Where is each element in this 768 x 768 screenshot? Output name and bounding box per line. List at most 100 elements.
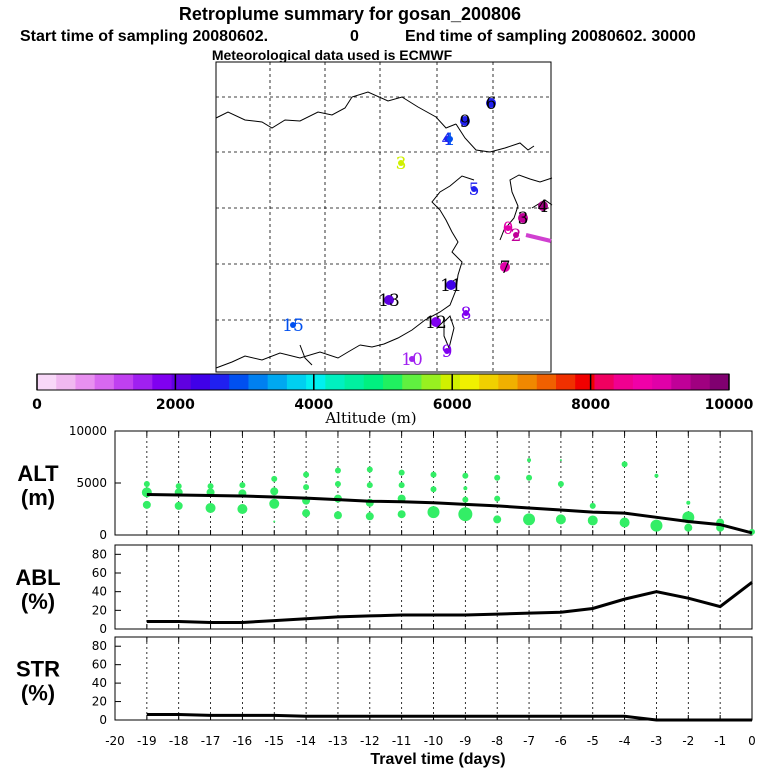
series-line (146, 581, 753, 624)
scatter-point (365, 512, 374, 521)
colorbar-swatch (56, 374, 76, 390)
scatter-point (494, 495, 501, 502)
colorbar-swatch (75, 374, 96, 390)
x-tick-label: -15 (264, 734, 284, 748)
scatter-point (526, 474, 533, 481)
scatter-point (523, 513, 536, 526)
trajectory-point (513, 232, 519, 238)
trajectory-point (518, 213, 528, 223)
trajectory-point (409, 356, 415, 362)
scatter-point (527, 458, 532, 463)
trajectory-point (447, 136, 453, 142)
colorbar-swatch (440, 374, 461, 390)
panel-abl: 0 20 40 60 80 ABL(%) (15, 544, 753, 636)
x-tick-label: -13 (328, 734, 348, 748)
x-tick-label: -4 (619, 734, 631, 748)
colorbar-swatch (459, 374, 480, 390)
panel-alt: 0 5000 10000 ALT(m) (17, 424, 755, 542)
scatter-point (207, 483, 214, 490)
day-label: 7 (500, 258, 511, 278)
colorbar-swatch (652, 374, 672, 390)
trajectory-point (290, 322, 296, 328)
x-tick-label: -8 (491, 734, 503, 748)
colorbar-swatch (536, 374, 557, 390)
scatter-point (174, 501, 183, 510)
trajectory-point (500, 262, 510, 272)
colorbar-swatch (190, 374, 211, 390)
map-coastline (215, 91, 553, 369)
x-tick-label: -17 (201, 734, 221, 748)
scatter-point (398, 469, 405, 476)
scatter-point (334, 467, 341, 474)
day-label: 4 (442, 130, 453, 150)
mean-altitude-line (146, 492, 753, 535)
y-tick-label: 80 (92, 639, 107, 653)
scatter-point (430, 471, 437, 478)
colorbar-swatch (344, 374, 365, 390)
y-tick-label: 80 (92, 547, 107, 561)
time-series-panels: 0500010000ALT(m)020406080ABL(%)020406080… (15, 424, 755, 748)
x-tick-label: -1 (714, 734, 726, 748)
trajectory-point (444, 348, 450, 354)
colorbar-swatch (632, 374, 653, 390)
colorbar-swatch (498, 374, 519, 390)
panel-label: STR (16, 657, 60, 682)
y-tick-label: 60 (92, 566, 107, 580)
colorbar-swatch (248, 374, 269, 390)
scatter-point (142, 500, 151, 509)
colorbar-swatch (421, 374, 442, 390)
scatter-point (463, 486, 468, 491)
y-tick-label: 0 (99, 528, 107, 542)
colorbar-tick-label: 4000 (294, 397, 333, 413)
scatter-point (334, 481, 341, 488)
y-tick-label: 0 (99, 713, 107, 727)
day-label: 9 (442, 342, 453, 362)
colorbar-swatch (671, 374, 692, 390)
colorbar-boxes (37, 374, 730, 390)
day-label: 9 (460, 112, 471, 132)
x-tick-label: -3 (650, 734, 662, 748)
scatter-point (559, 459, 562, 462)
series-line (146, 712, 752, 722)
colorbar-swatch (94, 374, 115, 390)
x-tick-label: -18 (169, 734, 189, 748)
x-tick-label: -10 (424, 734, 444, 748)
day-label: 11 (440, 276, 462, 296)
day-label: 6 (486, 94, 497, 114)
colorbar-swatch (479, 374, 499, 390)
colorbar-swatch (133, 374, 153, 390)
colorbar-swatch (306, 374, 326, 390)
colorbar-tick-label: 8000 (571, 397, 610, 413)
x-tick-label: 0 (748, 734, 756, 748)
scatter-point (366, 466, 373, 473)
panel-unit: (m) (21, 485, 55, 510)
scatter-point (270, 487, 279, 496)
trajectory-point (384, 295, 394, 305)
scatter-point (587, 515, 598, 526)
colorbar-swatch (575, 374, 595, 390)
trajectory-segment (525, 233, 552, 243)
scatter-point (555, 514, 566, 525)
day-label: 1 (445, 130, 456, 150)
day-label: 15 (282, 316, 304, 336)
colorbar-swatch (152, 374, 173, 390)
x-tick-label: -5 (587, 734, 599, 748)
scatter-point (239, 482, 246, 489)
scatter-point (462, 496, 469, 503)
colorbar-swatch (613, 374, 634, 390)
colorbar-ticks: 0 2000 4000 6000 8000 10000 (32, 374, 754, 413)
colorbar-swatch (517, 374, 538, 390)
x-tick-label: -20 (105, 734, 125, 748)
x-axis-label: Travel time (days) (370, 751, 505, 768)
colorbar-swatch (556, 374, 576, 390)
scatter-point (650, 519, 663, 532)
panel-unit: (%) (21, 681, 55, 706)
trajectory-point (446, 280, 456, 290)
day-label: 8 (461, 304, 472, 324)
day-label: 0 (503, 219, 514, 239)
panel-label: ABL (15, 565, 60, 590)
day-label: 3 (518, 209, 529, 229)
y-tick-label: 5000 (76, 476, 107, 490)
x-tick-label: -12 (360, 734, 380, 748)
